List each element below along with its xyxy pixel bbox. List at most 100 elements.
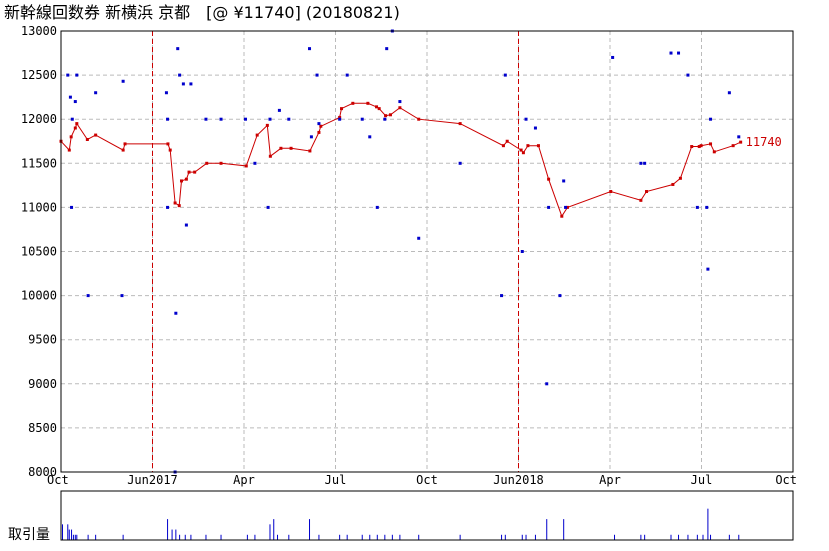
volume-bar <box>399 534 401 540</box>
trade-point <box>677 51 681 55</box>
trade-point <box>706 267 710 271</box>
volume-bar <box>501 534 503 540</box>
price-point <box>505 139 509 143</box>
price-point <box>519 148 523 152</box>
y-tick-label: 10000 <box>21 289 57 303</box>
trade-point <box>533 126 537 130</box>
trade-point <box>417 236 421 240</box>
event-marker-layer <box>152 31 519 472</box>
y-tick-label: 11000 <box>21 200 57 214</box>
price-line-layer <box>59 101 743 218</box>
trade-point <box>315 73 319 77</box>
trade-point <box>737 135 741 139</box>
price-point <box>521 151 525 155</box>
volume-bar <box>72 534 74 540</box>
trade-point <box>398 100 402 104</box>
trade-point <box>244 117 248 121</box>
trade-point <box>500 294 504 298</box>
price-line <box>60 102 741 218</box>
trade-point <box>611 55 615 59</box>
x-tick-label: Oct <box>775 473 797 487</box>
volume-bar <box>640 534 642 540</box>
trade-point <box>458 161 462 165</box>
price-point <box>244 164 248 168</box>
volume-bar <box>87 534 89 540</box>
volume-bar <box>167 519 169 540</box>
volume-bar <box>376 534 378 540</box>
trade-point <box>94 91 98 95</box>
trade-point <box>178 73 182 77</box>
trade-point <box>686 73 690 77</box>
volume-bar <box>205 534 207 540</box>
x-tick-label: Jul <box>691 473 713 487</box>
x-tick-label: Apr <box>599 473 621 487</box>
price-point <box>193 170 197 174</box>
trade-point <box>695 205 699 209</box>
trade-point <box>184 223 188 227</box>
price-point <box>338 115 342 119</box>
trade-point <box>317 122 321 126</box>
volume-bar <box>687 534 689 540</box>
price-point <box>377 107 381 111</box>
trade-point <box>176 47 180 51</box>
volume-bar <box>71 529 73 540</box>
x-axis-ticks: Oct Jun2017 Apr Jul Oct Jun2018 Apr Jul Oct <box>47 473 797 487</box>
price-point <box>340 107 344 111</box>
grid-layer <box>61 31 793 472</box>
volume-bar <box>288 534 290 540</box>
volume-bar <box>184 534 186 540</box>
price-point <box>177 204 181 208</box>
volume-bar <box>504 534 506 540</box>
price-point <box>645 190 649 194</box>
price-point <box>179 179 183 183</box>
price-point <box>187 170 191 174</box>
trade-point <box>338 117 342 121</box>
trade-point <box>705 205 709 209</box>
volume-bar <box>670 534 672 540</box>
trade-point <box>503 73 507 77</box>
price-point <box>709 142 713 146</box>
volume-bar <box>678 534 680 540</box>
current-value-label: 11740 <box>746 135 782 149</box>
volume-bar <box>391 534 393 540</box>
trade-point <box>558 294 562 298</box>
volume-bar <box>369 534 371 540</box>
trade-point <box>308 47 312 51</box>
trade-point <box>547 205 551 209</box>
chart-title: 新幹線回数券 新横浜 京都 [@ ¥11740] (20180821) <box>4 3 400 22</box>
price-point <box>317 130 321 134</box>
volume-bar <box>122 534 124 540</box>
price-point <box>67 148 71 152</box>
price-point <box>319 124 323 128</box>
volume-bar <box>175 529 177 540</box>
volume-bar <box>179 534 181 540</box>
volume-bar <box>190 534 192 540</box>
volume-bar <box>418 534 420 540</box>
trade-point <box>204 117 208 121</box>
trade-point <box>166 117 170 121</box>
price-point <box>279 146 283 150</box>
y-axis-ticks: 13000 12500 12000 11500 11000 10500 10000 9500 9… <box>21 24 57 479</box>
volume-bar <box>254 534 256 540</box>
trade-point <box>70 117 74 121</box>
price-point <box>289 146 293 150</box>
price-point <box>388 113 392 117</box>
price-point <box>501 144 505 148</box>
price-point <box>731 144 735 148</box>
trade-point <box>524 117 528 121</box>
price-point <box>526 144 530 148</box>
volume-bar <box>269 524 271 540</box>
y-tick-label: 11500 <box>21 156 57 170</box>
price-point <box>384 114 388 118</box>
volume-bar <box>346 534 348 540</box>
price-point <box>168 148 172 152</box>
volume-bar <box>521 534 523 540</box>
price-point <box>268 154 272 158</box>
trade-point <box>643 161 647 165</box>
trade-point <box>287 117 291 121</box>
trade-point <box>564 205 568 209</box>
volume-bar <box>309 519 311 540</box>
volume-bar <box>361 534 363 540</box>
trade-point <box>375 205 379 209</box>
